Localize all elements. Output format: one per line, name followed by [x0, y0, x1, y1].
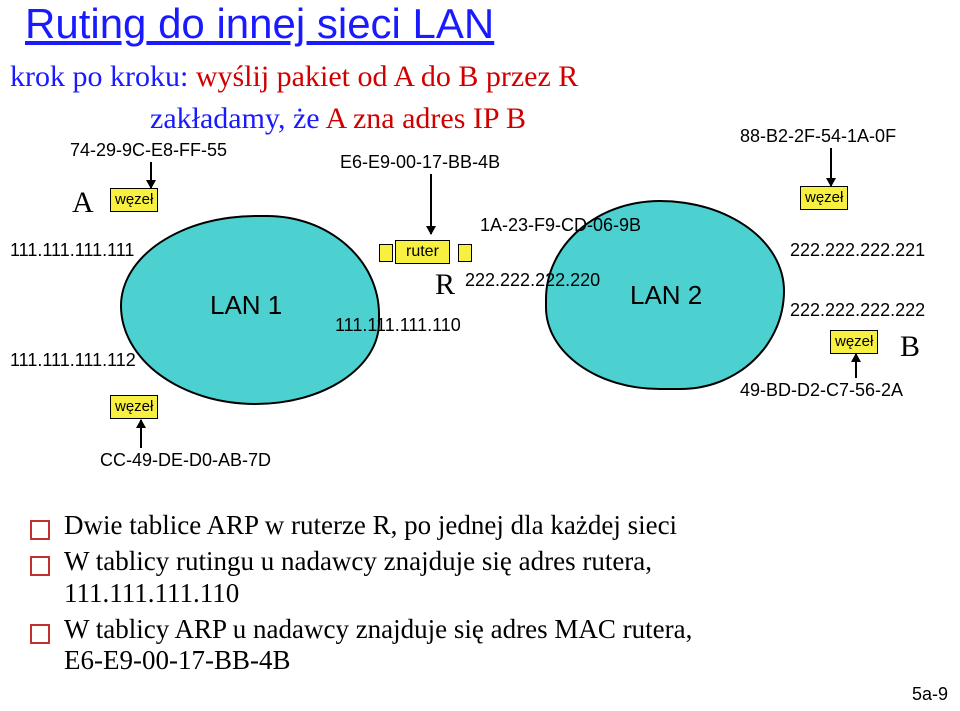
- lan1-label: LAN 1: [210, 290, 282, 321]
- bullet-1-text: Dwie tablice ARP w ruterze R, po jednej …: [64, 510, 677, 540]
- router-port-right: [458, 244, 472, 262]
- ip-a2: 111.111.111.112: [10, 350, 136, 371]
- sub1-red: wyślij pakiet od A do B przez R: [196, 60, 578, 93]
- sub1-pre: krok po kroku:: [10, 60, 196, 93]
- node-box-top-right: węzeł: [800, 186, 848, 210]
- bullet-1: Dwie tablice ARP w ruterze R, po jednej …: [30, 510, 930, 542]
- bullet-list: Dwie tablice ARP w ruterze R, po jednej …: [30, 510, 930, 681]
- mac-top-right: 88-B2-2F-54-1A-0F: [740, 126, 896, 147]
- subtitle-1: krok po kroku: wyślij pakiet od A do B p…: [10, 60, 578, 94]
- bullet-3-text-a: W tablicy ARP u nadawcy znajduje się adr…: [64, 614, 692, 644]
- arrow-icon: [150, 162, 152, 188]
- mac-top-mid: E6-E9-00-17-BB-4B: [340, 152, 500, 173]
- router-port-left: [379, 244, 393, 262]
- bullet-3-text-b: E6-E9-00-17-BB-4B: [64, 645, 290, 675]
- arrow-icon: [140, 420, 142, 448]
- bullet-3: W tablicy ARP u nadawcy znajduje się adr…: [30, 614, 930, 678]
- arrow-icon: [855, 354, 857, 378]
- bullet-2-text-b: 111.111.111.110: [64, 578, 239, 608]
- label-b: B: [900, 330, 920, 364]
- ip-a: 111.111.111.111: [10, 240, 134, 261]
- network-diagram: 74-29-9C-E8-FF-55 E6-E9-00-17-BB-4B 88-B…: [0, 140, 960, 500]
- node-box-a: węzeł: [110, 188, 158, 212]
- lan2-label: LAN 2: [630, 280, 702, 311]
- bullet-2: W tablicy rutingu u nadawcy znajduje się…: [30, 546, 930, 610]
- node-box-bottom-left: węzeł: [110, 395, 158, 419]
- page-number: 5a-9: [912, 684, 948, 705]
- node-box-b: węzeł: [830, 330, 878, 354]
- ip-b2: 222.222.222.222: [790, 300, 925, 321]
- label-r: R: [435, 268, 455, 302]
- mac-top-left: 74-29-9C-E8-FF-55: [70, 140, 227, 161]
- subtitle-2: zakładamy, że A zna adres IP B: [150, 102, 526, 136]
- ip-b1: 222.222.222.221: [790, 240, 925, 261]
- ip-r-right: 222.222.222.220: [465, 270, 600, 291]
- page-title: Ruting do innej sieci LAN: [25, 0, 494, 48]
- ip-r-left: 111.111.111.110: [335, 315, 461, 336]
- bullet-2-text-a: W tablicy rutingu u nadawcy znajduje się…: [64, 546, 652, 576]
- label-a: A: [72, 186, 94, 220]
- mac-mid: 1A-23-F9-CD-06-9B: [480, 215, 641, 236]
- mac-bottom-left: CC-49-DE-D0-AB-7D: [100, 450, 271, 471]
- sub2-red: A zna adres IP B: [325, 102, 526, 135]
- arrow-icon: [430, 174, 432, 234]
- sub2-pre: zakładamy, że: [150, 102, 325, 135]
- title-rest: do innej sieci LAN: [146, 0, 494, 47]
- mac-bottom-right: 49-BD-D2-C7-56-2A: [740, 380, 903, 401]
- title-prefix: Ruting: [25, 0, 146, 47]
- router-box: ruter: [395, 240, 450, 264]
- arrow-icon: [830, 148, 832, 186]
